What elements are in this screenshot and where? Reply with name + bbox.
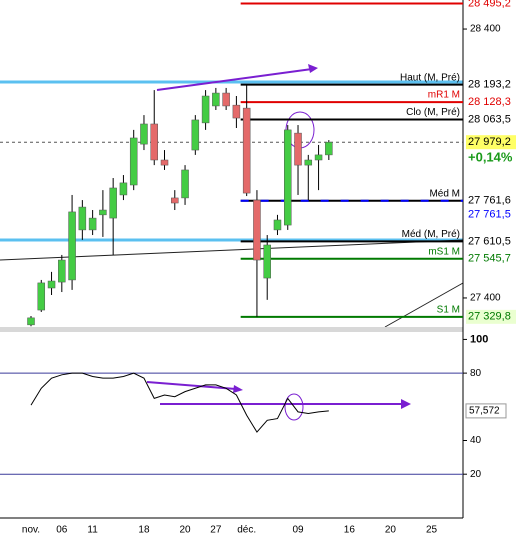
panel-separator [0, 327, 463, 332]
level-label: 28 193,2 [468, 79, 511, 91]
candle-body [109, 187, 117, 219]
candle-body [27, 317, 35, 326]
arrow-head [308, 64, 318, 73]
candle-body [78, 206, 87, 231]
x-tick-label: 20 [385, 525, 397, 536]
y-tick-label: 100 [470, 333, 488, 345]
candle-body [119, 182, 128, 196]
candle-body [171, 197, 179, 204]
level-label: 27 329,8 [468, 311, 511, 323]
candle-body [47, 280, 56, 289]
candle-body [253, 199, 261, 261]
x-tick-label: 06 [56, 525, 68, 536]
candle-body [212, 92, 220, 107]
candle-body [325, 141, 333, 156]
last-value-label: 57,572 [469, 406, 500, 417]
x-tick-label: 18 [138, 525, 150, 536]
level-name: Méd (M, Pré) [402, 229, 460, 240]
candle-body [314, 154, 323, 161]
arrow [146, 381, 237, 390]
level-name: S1 M [437, 304, 460, 315]
rsi-line [30, 372, 329, 433]
arrow-head [401, 399, 411, 409]
level-name: Méd M [429, 188, 460, 199]
x-tick-label: 09 [292, 525, 304, 536]
candle-body [294, 132, 302, 166]
last-value-bg [465, 403, 507, 419]
level-name: Clo (M, Pré) [406, 107, 460, 118]
x-tick-label: 27 [210, 525, 222, 536]
level-name: mS1 M [428, 246, 460, 257]
candle-body [242, 107, 251, 194]
x-tick-label: déc. [237, 525, 256, 536]
x-tick-label: 16 [344, 525, 356, 536]
level-label: 27 610,5 [468, 235, 511, 247]
candle-body [191, 119, 200, 151]
level-name: mR1 M [428, 90, 460, 101]
level-label: 27 979,2 [468, 136, 511, 148]
level-label: 27 545,7 [468, 253, 511, 265]
trend-line [0, 239, 464, 261]
level-label: 28 128,3 [468, 96, 511, 108]
candle-body [232, 104, 241, 119]
candle-body [273, 219, 282, 231]
trend-line [384, 282, 464, 328]
arrow-head [233, 385, 243, 393]
candle-body [99, 209, 107, 216]
ellipse [284, 393, 304, 421]
x-tick-label: 25 [426, 525, 438, 536]
y-tick-label: 27 400 [470, 293, 501, 304]
candle-body [201, 95, 210, 124]
y-tick-label: 20 [470, 469, 482, 480]
candle-body [284, 129, 292, 226]
y-tick-label: 80 [470, 368, 482, 379]
change-label: +0,14% [468, 150, 513, 165]
y-tick-label: 40 [470, 435, 482, 446]
arrow [156, 68, 313, 91]
candle-body [58, 259, 66, 283]
candle-body [150, 123, 158, 161]
level-label: 27 761,5 [468, 209, 511, 221]
candle-body [129, 137, 138, 186]
candle-body [160, 159, 169, 166]
candle-body [181, 169, 189, 199]
x-tick-label: 20 [179, 525, 191, 536]
candle-body [68, 211, 76, 281]
level-label-bg [466, 135, 516, 150]
level-label-bg [466, 309, 516, 324]
level-label: 27 761,6 [468, 195, 511, 207]
level-label: 28 063,5 [468, 113, 511, 125]
candle-body [88, 217, 97, 231]
candle-body [304, 159, 313, 166]
candle-body [37, 282, 46, 311]
candle-body [263, 244, 271, 279]
x-tick-label: nov. [22, 525, 40, 536]
y-tick-label: 28 400 [470, 24, 501, 35]
x-tick-label: 11 [87, 525, 98, 536]
candle-body [140, 123, 148, 145]
level-label: 28 495,2 [468, 0, 511, 9]
level-name: Haut (M, Pré) [400, 72, 460, 83]
candle-body [222, 92, 230, 107]
